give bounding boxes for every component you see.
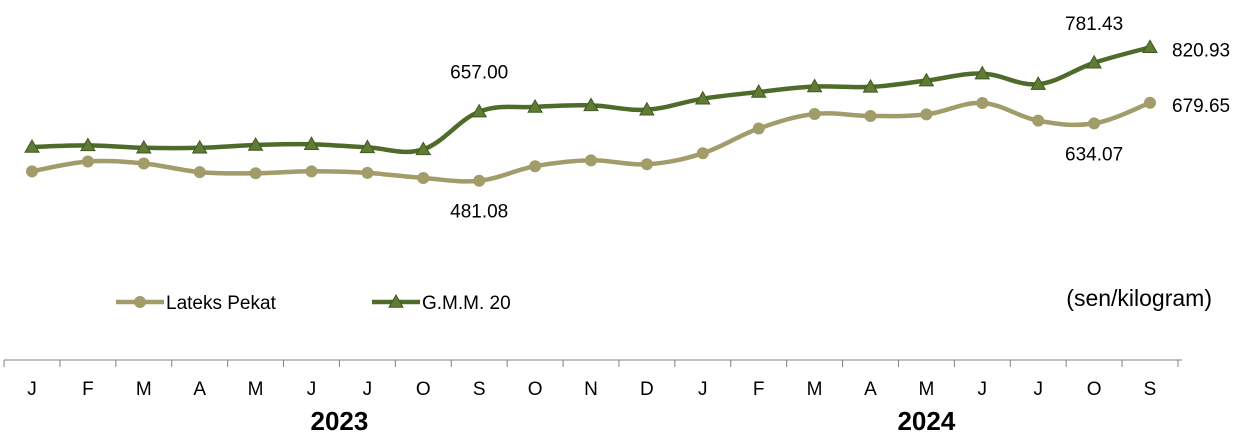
data-point-g-m-m-20 bbox=[583, 97, 599, 112]
data-point-g-m-m-20 bbox=[359, 139, 376, 154]
data-point-g-m-m-20 bbox=[1142, 39, 1158, 54]
data-point-g-m-m-20 bbox=[527, 98, 543, 113]
x-tick-label: F bbox=[753, 379, 765, 400]
data-point-g-m-m-20 bbox=[694, 90, 711, 105]
data-point-g-m-m-20 bbox=[24, 138, 40, 153]
data-label: 679.65 bbox=[1172, 96, 1230, 117]
x-axis: J F M A M J J O S O N D J F M A M J J O S 2023 2024 bbox=[3, 359, 1182, 436]
data-point-g-m-m-20 bbox=[750, 84, 767, 98]
data-point-lateks-pekat bbox=[808, 108, 821, 121]
data-point-g-m-m-20 bbox=[918, 72, 935, 87]
x-tick-label: F bbox=[82, 379, 94, 400]
data-point-lateks-pekat bbox=[529, 160, 542, 173]
x-tick-label: J bbox=[307, 379, 317, 400]
data-point-lateks-pekat bbox=[81, 155, 94, 168]
x-tick-label: N bbox=[584, 379, 598, 400]
data-point-g-m-m-20 bbox=[862, 78, 879, 93]
legend-item: Lateks Pekat bbox=[116, 293, 277, 314]
data-point-lateks-pekat bbox=[696, 147, 709, 160]
x-tick-label: J bbox=[1033, 379, 1043, 400]
data-point-g-m-m-20 bbox=[80, 137, 96, 152]
data-point-lateks-pekat bbox=[1088, 117, 1101, 130]
data-point-lateks-pekat bbox=[361, 166, 374, 179]
data-point-lateks-pekat bbox=[305, 165, 318, 178]
data-point-g-m-m-20 bbox=[806, 78, 823, 93]
data-label-layer: 657.00 781.43 820.93 481.08 634.07 679.65 bbox=[450, 14, 1230, 223]
unit-label: (sen/kilogram) bbox=[1066, 285, 1212, 311]
legend: Lateks Pekat G.M.M. 20 bbox=[116, 293, 511, 314]
data-label: 820.93 bbox=[1172, 40, 1230, 61]
x-tick-label: J bbox=[978, 379, 988, 400]
data-point-g-m-m-20 bbox=[415, 141, 432, 156]
data-point-lateks-pekat bbox=[976, 97, 989, 110]
data-point-lateks-pekat bbox=[249, 167, 262, 180]
data-label: 781.43 bbox=[1065, 14, 1123, 35]
data-point-lateks-pekat bbox=[920, 108, 933, 121]
x-tick-label: J bbox=[27, 379, 37, 400]
data-point-lateks-pekat bbox=[585, 154, 597, 167]
x-tick-label: M bbox=[807, 379, 823, 400]
series-layer bbox=[24, 39, 1158, 187]
data-point-g-m-m-20 bbox=[639, 101, 655, 116]
x-tick-label: S bbox=[1144, 379, 1157, 400]
x-tick-label: A bbox=[193, 379, 206, 400]
x-tick-label: A bbox=[864, 379, 877, 400]
data-point-g-m-m-20 bbox=[191, 139, 208, 154]
data-point-lateks-pekat bbox=[864, 109, 877, 122]
x-tick-label: J bbox=[363, 379, 373, 400]
data-label: 634.07 bbox=[1065, 144, 1123, 165]
data-point-lateks-pekat bbox=[473, 174, 486, 187]
x-tick-label: O bbox=[528, 379, 543, 400]
legend-marker bbox=[388, 293, 404, 308]
data-point-lateks-pekat bbox=[193, 166, 206, 179]
data-label: 481.08 bbox=[450, 202, 508, 223]
data-point-lateks-pekat bbox=[417, 172, 430, 184]
data-point-lateks-pekat bbox=[1032, 114, 1045, 127]
x-tick-label: J bbox=[698, 379, 708, 400]
legend-label: G.M.M. 20 bbox=[422, 293, 511, 314]
data-label: 657.00 bbox=[450, 63, 508, 84]
x-tick-label: M bbox=[136, 379, 152, 400]
data-point-g-m-m-20 bbox=[471, 103, 488, 118]
data-point-lateks-pekat bbox=[26, 165, 38, 178]
x-tick-label: S bbox=[473, 379, 486, 400]
x-tick-label: O bbox=[1087, 379, 1102, 400]
data-point-lateks-pekat bbox=[1144, 96, 1156, 109]
data-point-lateks-pekat bbox=[137, 157, 150, 170]
x-tick-label: D bbox=[640, 379, 654, 400]
data-point-g-m-m-20 bbox=[135, 139, 152, 154]
x-tick-label: M bbox=[248, 379, 264, 400]
data-point-lateks-pekat bbox=[640, 158, 653, 171]
data-point-g-m-m-20 bbox=[247, 137, 264, 151]
legend-label: Lateks Pekat bbox=[166, 293, 277, 314]
data-point-g-m-m-20 bbox=[1030, 76, 1047, 90]
legend-item: G.M.M. 20 bbox=[372, 293, 511, 314]
year-label: 2024 bbox=[897, 406, 955, 436]
x-tick-label: M bbox=[918, 379, 934, 400]
x-tick-label: O bbox=[416, 379, 431, 400]
data-point-lateks-pekat bbox=[752, 122, 765, 135]
data-point-g-m-m-20 bbox=[1086, 54, 1102, 69]
legend-marker bbox=[134, 296, 146, 308]
data-point-g-m-m-20 bbox=[974, 65, 991, 80]
data-point-g-m-m-20 bbox=[303, 136, 320, 150]
year-label: 2023 bbox=[311, 406, 369, 436]
